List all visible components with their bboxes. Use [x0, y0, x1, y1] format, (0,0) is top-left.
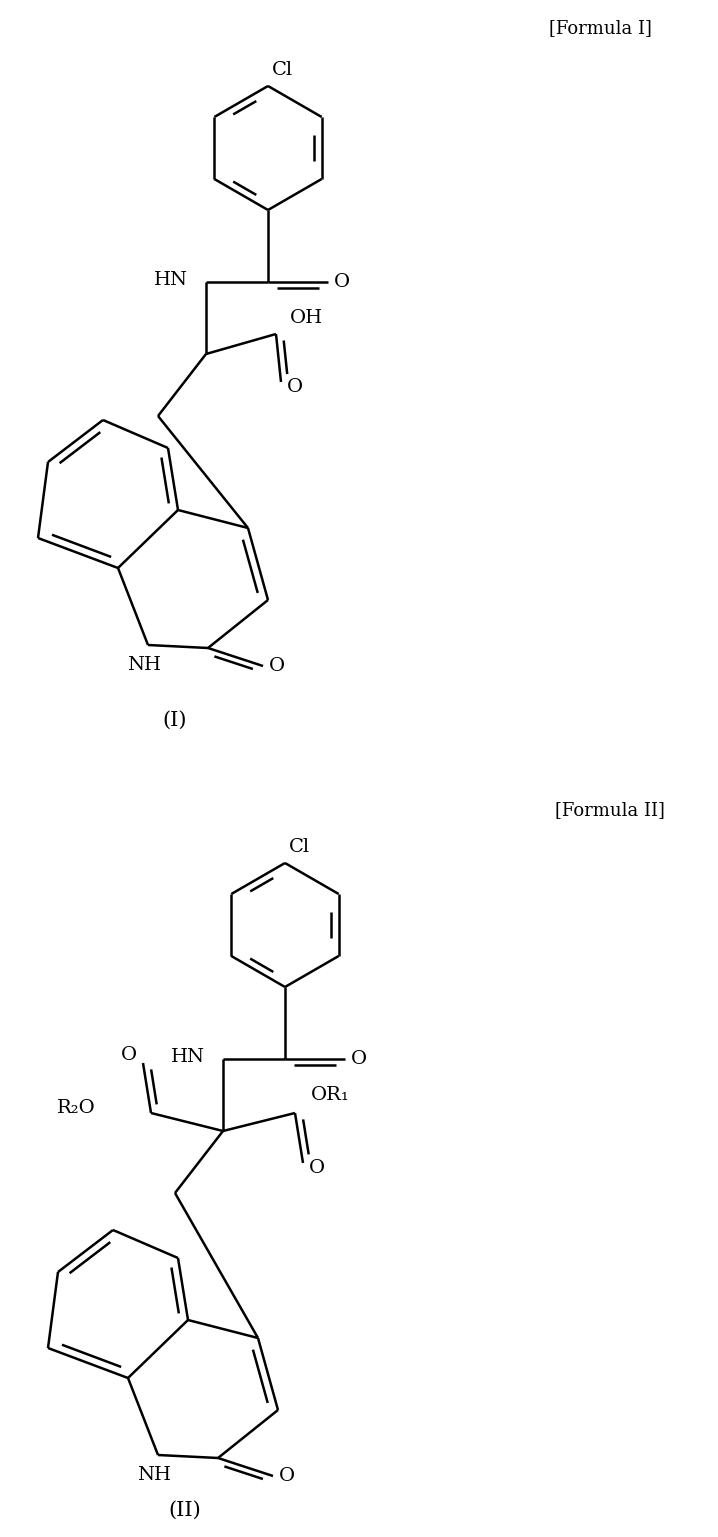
Text: [Formula I]: [Formula I] [549, 18, 651, 37]
Text: O: O [287, 378, 303, 397]
Text: OH: OH [290, 309, 323, 327]
Text: Cl: Cl [289, 838, 310, 856]
Text: Cl: Cl [272, 61, 293, 78]
Text: (II): (II) [169, 1500, 201, 1520]
Text: HN: HN [171, 1048, 205, 1067]
Text: OR₁: OR₁ [311, 1087, 350, 1104]
Text: [Formula II]: [Formula II] [555, 801, 665, 819]
Text: O: O [269, 656, 285, 675]
Text: O: O [279, 1466, 295, 1485]
Text: NH: NH [137, 1466, 171, 1485]
Text: O: O [351, 1050, 367, 1068]
Text: O: O [334, 274, 350, 290]
Text: O: O [121, 1047, 137, 1064]
Text: R₂O: R₂O [57, 1099, 96, 1117]
Text: O: O [309, 1159, 325, 1177]
Text: HN: HN [154, 271, 188, 289]
Text: (I): (I) [163, 710, 187, 730]
Text: NH: NH [127, 656, 161, 675]
